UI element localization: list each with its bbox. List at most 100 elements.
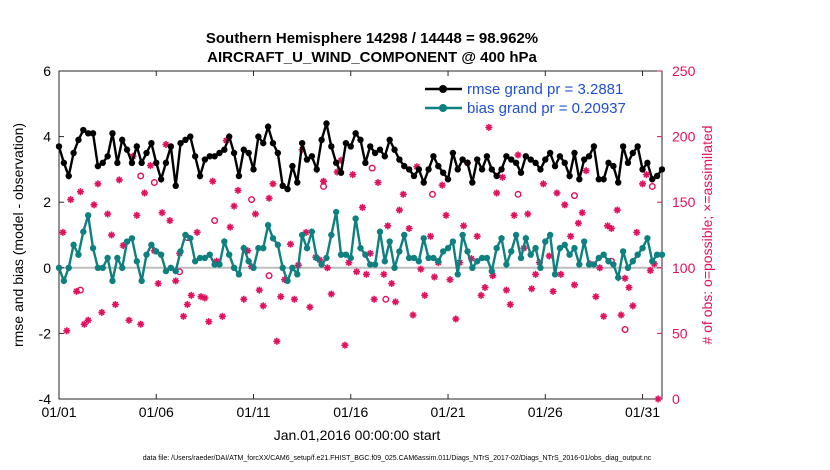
rmse-point <box>226 133 233 140</box>
rmse-point <box>415 166 423 173</box>
obs-assimilated-point <box>90 201 98 209</box>
rmse-point <box>216 149 223 157</box>
bias-point <box>420 235 427 242</box>
rmse-point <box>537 166 544 173</box>
obs-assimilated-point <box>524 210 532 218</box>
obs-assimilated-point <box>473 232 481 240</box>
bias-point <box>109 277 116 285</box>
rmse-point <box>221 146 228 153</box>
bias-point <box>537 264 544 271</box>
bias-point <box>600 251 607 258</box>
obs-assimilated-point <box>63 327 71 335</box>
obs-assimilated-point <box>230 202 238 210</box>
rmse-point <box>464 159 471 167</box>
obs-assimilated-point <box>137 320 145 328</box>
bias-point <box>177 248 184 255</box>
obs-assimilated-point <box>269 180 277 188</box>
bias-point <box>226 251 233 258</box>
obs-assimilated-point <box>111 301 119 309</box>
bias-point <box>527 251 534 258</box>
x-tick-label: 01/31 <box>625 404 660 420</box>
obs-possible-point <box>382 295 390 303</box>
rmse-point <box>104 153 111 160</box>
bias-point <box>488 267 495 275</box>
y-left-axis-ticks: -4 -2 0 2 4 6 <box>39 63 64 407</box>
y-right-axis-label: # of obs: o=possible; ×=assimilated <box>699 125 715 344</box>
bias-point <box>255 244 262 252</box>
bias-point <box>615 274 622 281</box>
obs-assimilated-point <box>421 291 429 299</box>
rmse-point <box>70 149 77 157</box>
bias-point <box>332 208 340 216</box>
rmse-point <box>634 143 641 150</box>
rmse-point <box>337 169 345 176</box>
rmse-point <box>658 166 666 173</box>
bias-point <box>629 258 637 265</box>
obs-assimilated-point <box>409 311 417 319</box>
bias-point <box>104 254 111 262</box>
rmse-point <box>284 185 291 193</box>
obs-assimilated-point <box>642 171 650 179</box>
bias-point <box>439 248 447 255</box>
obs-assimilated-point <box>226 223 234 231</box>
rmse-point <box>517 169 525 176</box>
y-left-tick-label: 4 <box>43 129 51 145</box>
bias-point <box>240 244 247 252</box>
rmse-point <box>459 156 466 163</box>
bias-point <box>133 258 141 265</box>
bias-point <box>639 244 646 252</box>
bias-point <box>658 251 666 258</box>
rmse-point <box>585 153 593 160</box>
rmse-point <box>439 169 447 176</box>
bias-point <box>653 251 661 258</box>
obs-assimilated-point <box>399 190 407 198</box>
bias-point <box>449 238 457 245</box>
rmse-point <box>600 176 607 183</box>
obs-assimilated-point <box>358 203 366 211</box>
rmse-point <box>211 153 218 160</box>
y-right-tick-label: 200 <box>672 129 696 145</box>
obs-assimilated-point <box>639 180 647 188</box>
obs-possible-point <box>621 325 629 333</box>
obs-assimilated-point <box>654 395 662 403</box>
obs-assimilated-point <box>234 186 242 194</box>
rmse-point <box>595 176 602 183</box>
bias-point <box>401 231 408 239</box>
rmse-point <box>435 162 442 170</box>
obs-assimilated-point <box>205 318 213 326</box>
rmse-point <box>546 149 554 157</box>
rmse-point <box>347 143 354 150</box>
y-left-tick-label: 6 <box>43 63 51 79</box>
bias-point <box>522 235 530 242</box>
rmse-point <box>123 146 131 153</box>
obs-assimilated-point <box>481 283 489 291</box>
obs-assimilated-point <box>574 219 582 227</box>
obs-assimilated-point <box>251 210 259 218</box>
rmse-point <box>128 159 136 167</box>
rmse-point <box>264 123 272 130</box>
bias-point <box>376 228 384 235</box>
obs-assimilated-point <box>477 291 485 299</box>
obs-assimilated-point <box>427 232 435 240</box>
legend-rmse-marker <box>439 85 447 93</box>
obs-assimilated-point <box>323 264 331 272</box>
obs-assimilated-point <box>277 293 285 301</box>
bias-point <box>279 264 286 271</box>
rmse-point <box>65 172 72 180</box>
obs-assimilated-point <box>255 286 263 294</box>
bias-point <box>435 258 442 265</box>
rmse-point <box>269 139 277 147</box>
bias-point <box>410 254 418 262</box>
bias-point <box>619 248 627 255</box>
obs-possible-point <box>137 172 145 180</box>
obs-possible-point <box>648 182 656 190</box>
bias-point <box>483 254 491 262</box>
obs-assimilated-point <box>625 283 633 291</box>
x-axis-ticks: 01/01 01/06 01/11 01/16 01/21 01/26 01/31 <box>41 71 660 420</box>
rmse-point <box>191 153 199 160</box>
rmse-point <box>619 143 627 150</box>
bias-point <box>561 241 568 249</box>
obs-assimilated-point <box>158 209 166 217</box>
x-tick-label: 01/01 <box>41 404 76 420</box>
x-tick-label: 01/06 <box>139 404 174 420</box>
